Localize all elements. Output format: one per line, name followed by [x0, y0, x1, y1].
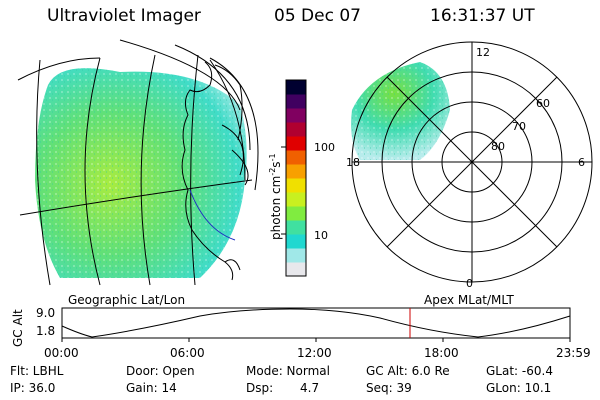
lat-label-60: 60: [536, 97, 550, 110]
dsp-value: 4.7: [300, 381, 320, 395]
colorbar-segment: [286, 164, 306, 179]
colorbar-segment: [286, 192, 306, 207]
dsp-label: Dsp:: [246, 381, 274, 395]
time-label: 16:31:37 UT: [430, 6, 535, 26]
altitude-xtick-1800: 18:00: [424, 346, 459, 360]
colorbar-segment: [286, 234, 306, 249]
altitude-xtick-0000: 00:00: [44, 346, 79, 360]
colorbar-segment: [286, 108, 306, 123]
ip-info: IP: 36.0: [10, 381, 56, 395]
colorbar-segment: [286, 122, 306, 137]
colorbar-segment: [286, 178, 306, 193]
colorbar-segment: [286, 94, 306, 109]
altitude-ylabel: GC Alt: [11, 309, 25, 347]
colorbar-segment: [286, 150, 306, 165]
map-grid-lines: [17, 39, 259, 286]
mlt-label-12: 12: [476, 46, 490, 59]
geographic-panel-label: Geographic Lat/Lon: [68, 293, 186, 307]
gc-alt-info: GC Alt: 6.0 Re: [366, 364, 450, 378]
date-label: 05 Dec 07: [274, 6, 361, 26]
altitude-curve: [61, 308, 571, 338]
glon-info: GLon: 10.1: [486, 381, 552, 395]
seq-info: Seq: 39: [366, 381, 412, 395]
lat-label-80: 80: [491, 140, 505, 153]
mlt-label-6: 6: [578, 156, 585, 169]
altitude-xtick-2359: 23:59: [556, 346, 591, 360]
colorbar-tick-10: 10: [314, 229, 328, 242]
terminator-line: [189, 189, 236, 241]
filter-info: Flt: LBHL: [10, 364, 64, 378]
colorbar-segment: [286, 80, 306, 95]
apex-panel-label: Apex MLat/MLT: [424, 293, 514, 307]
colorbar-tick-100: 100: [314, 141, 335, 154]
instrument-title: Ultraviolet Imager: [47, 6, 201, 26]
colorbar-segment: [286, 206, 306, 221]
door-info: Door: Open: [126, 364, 195, 378]
altitude-xtick-1200: 12:00: [297, 346, 332, 360]
colorbar-segment: [286, 248, 306, 263]
mlt-label-0: 0: [466, 277, 473, 290]
mlt-label-18: 18: [346, 156, 360, 169]
gain-info: Gain: 14: [126, 381, 177, 395]
altitude-ytick-min: 1.8: [36, 324, 56, 338]
colorbar-segment: [286, 136, 306, 151]
colorbar-segment: [286, 220, 306, 235]
coastline: [181, 61, 243, 281]
altitude-xtick-0600: 06:00: [170, 346, 205, 360]
colorbar-segment: [286, 262, 306, 277]
altitude-ytick-max: 9.0: [36, 306, 56, 320]
mode-info: Mode: Normal: [246, 364, 330, 378]
lat-label-70: 70: [512, 120, 526, 133]
glat-info: GLat: -60.4: [486, 364, 553, 378]
